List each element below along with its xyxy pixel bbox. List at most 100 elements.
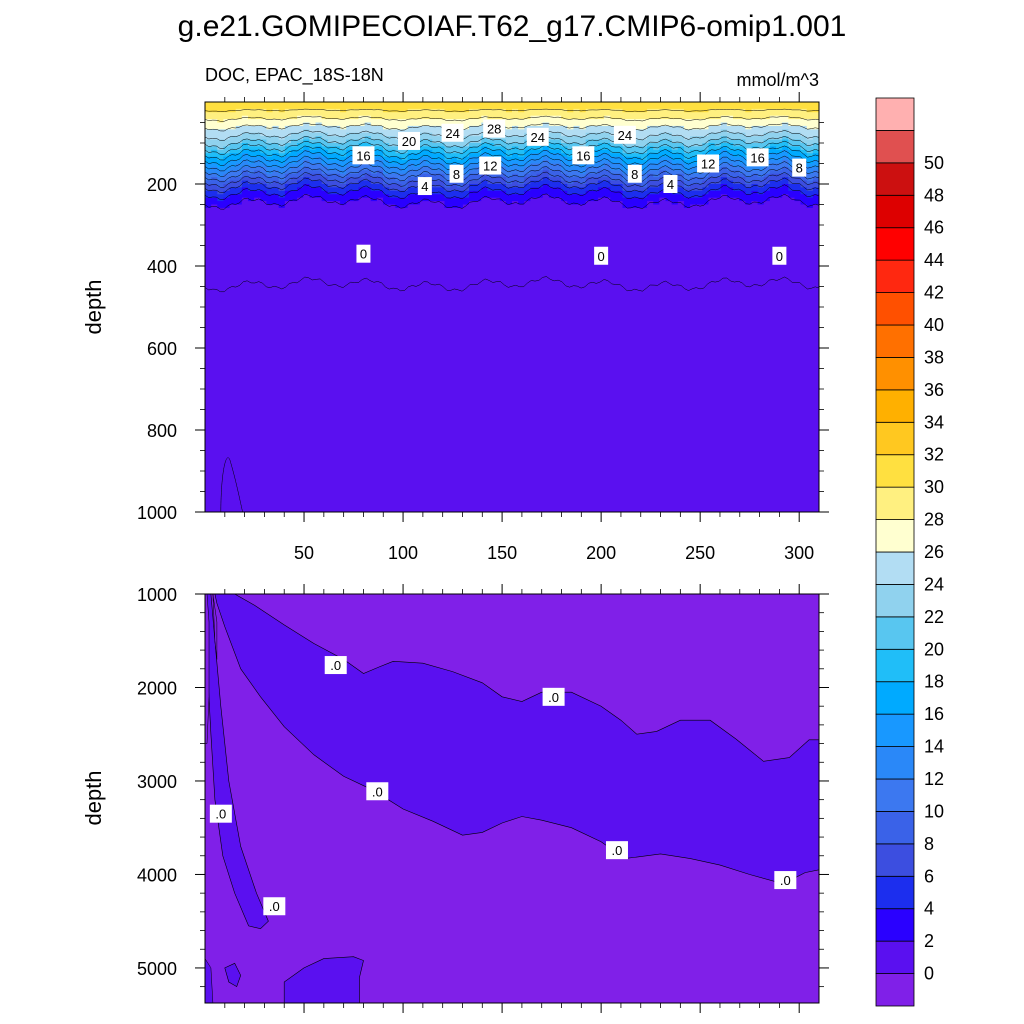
contour-cell [346,132,384,137]
contour-cell [266,170,274,175]
contour-cell [205,197,218,202]
contour-cell [205,505,819,510]
contour-cell [708,143,716,148]
contour-cell [763,173,771,178]
contour-line [205,145,819,161]
contour-cell [585,190,624,195]
contour-cell [272,153,280,158]
contour-cell [303,129,310,134]
contour-cell [518,153,525,158]
contour-cell [260,197,298,202]
contour-cell [205,173,218,178]
colorbar-label: 42 [924,283,944,303]
contour-cell [205,392,819,397]
contour-cell [407,204,446,209]
contour-cell [205,324,819,329]
contour-cell [346,108,384,113]
contour-cell [205,430,819,435]
colorbar-label: 6 [924,866,934,886]
contour-cell [229,136,280,141]
contour-cell [708,184,722,189]
colorbar-swatch [875,130,915,164]
contour-cell [671,166,685,171]
contour-cell [800,132,819,137]
contour-label-text: 20 [402,134,416,149]
contour-cell [524,180,532,185]
contour-cell [205,464,819,469]
upper-contour-label: 4 [663,175,678,193]
contour-label-box [398,131,421,150]
contour-cell [671,160,685,165]
contour-cell [610,143,624,148]
upper-contour-label: 24 [526,127,549,146]
contour-cell [383,163,409,168]
contour-cell [683,204,691,209]
contour-cell [726,129,783,134]
contour-cell [266,180,274,185]
contour-cell [426,160,446,165]
colorbar-swatch [875,811,915,845]
contour-cell [297,180,323,185]
contour-cell [205,313,819,318]
contour-cell [671,132,710,137]
contour-cell [518,173,525,178]
contour-cell [579,125,587,130]
colorbar-swatch [875,551,915,585]
contour-cell [205,283,819,288]
contour-cell [647,146,654,151]
contour-cell [315,146,323,151]
contour-cell [303,184,310,189]
contour-cell [205,289,819,294]
contour-cell [481,143,495,148]
colorbar-label: 24 [924,574,944,594]
contour-cell [462,166,476,171]
contour-cell [462,156,470,161]
contour-cell [665,197,710,202]
contour-cell [450,184,458,189]
contour-cell [806,125,819,130]
contour-cell [241,156,267,161]
contour-label-box [792,158,807,177]
deep-blob-west [224,962,242,988]
chart-title: g.e21.GOMIPECOIAF.T62_g17.CMIP6-omip1.00… [178,10,847,43]
contour-cell [205,245,819,250]
contour-cell [205,108,237,113]
upper-contour-label: 16 [572,146,595,165]
contour-cell [284,143,298,148]
contour-cell [303,166,310,171]
contour-cell [315,122,323,127]
lower-contour-label: .0 [324,656,347,675]
lower-contour-fill [205,594,819,1003]
contour-line [205,135,819,149]
upper-contour-label: 16 [352,146,375,165]
contour-cell [512,173,519,178]
lower-plot-frame [204,593,820,1004]
lower-contour-label: .0 [209,804,232,823]
lower-contour-labels: .0 .0 .0 .0 .0 .0 .0 [209,656,797,916]
colorbar-swatch [875,454,915,488]
contour-cell [241,149,261,154]
contour-cell [327,132,347,137]
contour-label-text: .0 [330,658,341,673]
contour-cell [542,194,550,199]
contour-cell [217,177,231,182]
contour-cell [432,177,446,182]
contour-cell [205,279,819,284]
contour-cell [782,149,789,154]
contour-cell [327,190,347,195]
contour-cell [432,149,446,154]
contour-cell [205,293,819,298]
contour-cell [597,180,611,185]
contour-cell [647,173,654,178]
contour-cell [567,180,574,185]
contour-cell [205,160,231,165]
contour-label-box [209,804,232,823]
contour-cell [561,153,568,158]
contour-cell [751,125,808,130]
upper-contour-label: 0 [356,244,371,263]
contour-cell [481,149,507,154]
contour-cell [205,149,212,154]
contour-cell [346,201,384,206]
contour-cell [205,371,819,376]
